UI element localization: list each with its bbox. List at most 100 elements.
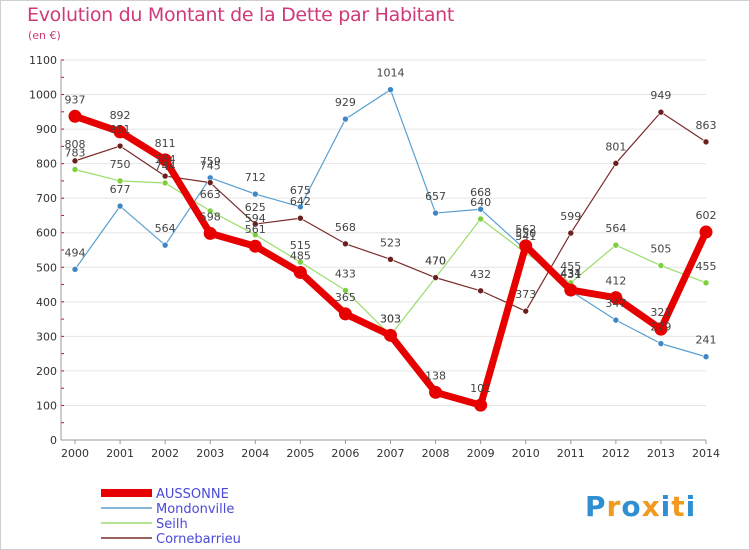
data-point: [116, 177, 124, 185]
x-tick-label: 2013: [647, 447, 675, 460]
chart-title: Evolution du Montant de la Dette par Hab…: [27, 4, 455, 26]
legend-label: Mondonville: [156, 502, 234, 517]
data-label: 598: [200, 210, 221, 223]
plot-area: [61, 60, 706, 440]
data-label: 373: [515, 288, 536, 301]
data-point: [564, 283, 578, 297]
data-label: 892: [110, 109, 131, 122]
y-tick-label: 200: [36, 365, 57, 378]
data-label: 434: [560, 267, 581, 280]
data-point: [612, 241, 620, 249]
x-tick-label: 2007: [377, 447, 405, 460]
data-point: [702, 279, 710, 287]
data-label: 347: [605, 297, 626, 310]
data-point: [657, 262, 665, 269]
data-label: 541: [515, 230, 536, 243]
data-point: [203, 226, 217, 240]
data-point: [432, 209, 439, 217]
data-point: [251, 231, 259, 239]
data-point: [702, 353, 710, 361]
data-point: [158, 153, 172, 167]
data-point: [522, 307, 530, 315]
data-point: [699, 225, 713, 239]
data-point: [251, 190, 259, 198]
data-label: 764: [155, 153, 176, 166]
data-label: 101: [470, 382, 491, 395]
data-point: [342, 287, 349, 294]
data-point: [161, 241, 169, 249]
data-label: 523: [380, 236, 401, 249]
y-tick-label: 1000: [29, 89, 57, 102]
x-tick-label: 2010: [512, 447, 540, 460]
data-label: 550: [515, 227, 536, 240]
unit-label: (en €): [28, 29, 61, 42]
y-tick-label: 400: [36, 296, 57, 309]
data-label: 568: [335, 221, 356, 234]
data-label: 602: [696, 209, 717, 222]
data-label: 642: [290, 195, 311, 208]
logo-letter: P: [585, 490, 607, 523]
data-point: [477, 215, 484, 223]
logo-letter: r: [606, 490, 622, 523]
data-label: 303: [380, 312, 401, 325]
data-point: [71, 266, 79, 273]
data-point: [161, 179, 169, 187]
data-label: 433: [335, 267, 356, 280]
data-point: [113, 125, 127, 139]
data-point: [248, 239, 262, 253]
y-tick-label: 700: [36, 192, 57, 205]
data-label: 303: [380, 312, 401, 325]
data-point: [429, 385, 443, 399]
data-label: 937: [65, 93, 86, 106]
y-tick-label: 500: [36, 261, 57, 274]
data-label: 432: [470, 268, 491, 281]
data-point: [384, 328, 397, 342]
x-tick-label: 2004: [241, 447, 269, 460]
data-point: [612, 316, 620, 324]
data-label: 675: [290, 184, 311, 197]
data-label: 1014: [377, 67, 405, 80]
logo-letter: o: [621, 490, 642, 523]
data-point: [116, 142, 124, 150]
legend-label: AUSSONNE: [156, 487, 229, 502]
x-tick-label: 2012: [602, 447, 630, 460]
data-label: 505: [650, 243, 671, 256]
data-point: [702, 138, 710, 146]
x-tick-label: 2001: [106, 447, 134, 460]
data-label: 668: [470, 186, 491, 199]
x-tick-label: 2000: [61, 447, 89, 460]
data-point: [342, 240, 349, 248]
y-tick-label: 100: [36, 399, 57, 412]
data-point: [297, 214, 304, 222]
data-point: [293, 265, 307, 279]
legend-label: Seilh: [156, 517, 188, 532]
data-label: 562: [515, 223, 536, 236]
y-tick-label: 0: [50, 434, 57, 447]
data-label: 470: [425, 255, 446, 268]
data-point: [432, 274, 439, 281]
logo-letter: t: [671, 490, 686, 523]
data-label: 564: [155, 222, 176, 235]
data-label: 138: [425, 369, 446, 382]
data-point: [387, 256, 394, 263]
data-label: 712: [245, 171, 266, 184]
data-label: 561: [245, 223, 266, 236]
data-label: 745: [200, 160, 221, 173]
data-label: 365: [335, 291, 356, 304]
data-label: 279: [650, 321, 671, 334]
data-point: [338, 307, 352, 321]
data-label: 750: [110, 158, 131, 171]
legend-label: Cornebarrieu: [156, 532, 241, 547]
y-tick-label: 900: [36, 123, 57, 136]
data-label: 744: [155, 160, 176, 173]
data-point: [206, 207, 214, 215]
data-label: 455: [696, 260, 717, 273]
data-point: [342, 115, 349, 123]
x-tick-label: 2003: [196, 447, 224, 460]
x-tick-label: 2011: [557, 447, 585, 460]
data-label: 677: [110, 183, 131, 196]
data-point: [206, 179, 214, 186]
data-label: 657: [425, 190, 446, 203]
data-label: 811: [155, 137, 176, 150]
logo-letter: i: [685, 490, 697, 523]
